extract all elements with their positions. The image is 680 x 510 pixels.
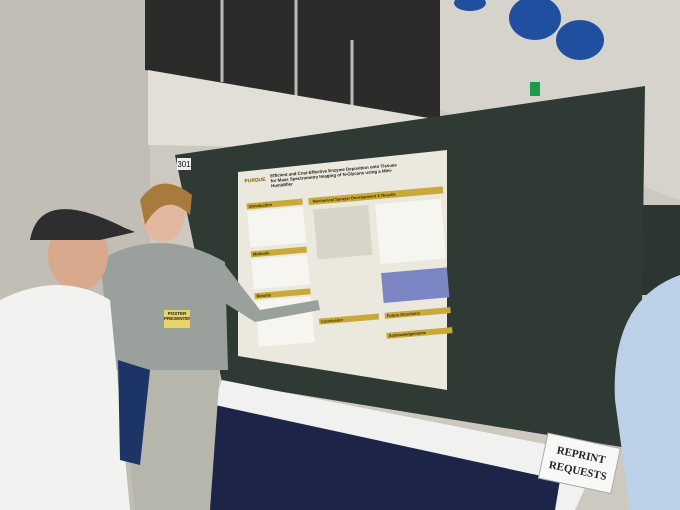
visitor-cap bbox=[30, 209, 135, 240]
text-block bbox=[251, 254, 310, 290]
duct bbox=[509, 0, 561, 40]
badge-box: POSTER PRESENTER bbox=[164, 311, 190, 321]
right-person bbox=[614, 275, 680, 510]
section-heading: Methods bbox=[253, 250, 271, 256]
section-heading: Results bbox=[256, 292, 272, 298]
logo: PURDUE bbox=[244, 177, 266, 185]
reprint-sign: REPRINT REQUESTS bbox=[537, 432, 621, 495]
section-bar bbox=[384, 307, 451, 319]
presenter-arm bbox=[220, 265, 320, 322]
board-number-card bbox=[177, 158, 191, 170]
sign-card bbox=[537, 432, 621, 495]
windows bbox=[145, 0, 440, 120]
section-heading: Future Directions bbox=[387, 310, 421, 318]
folder bbox=[118, 360, 150, 465]
exit-sign bbox=[530, 82, 540, 96]
badge-text: POSTER PRESENTER bbox=[164, 311, 190, 321]
section-bar bbox=[254, 288, 311, 300]
table-skirt bbox=[195, 405, 560, 510]
spectrum-plot bbox=[375, 198, 447, 265]
duct bbox=[454, 0, 486, 11]
section-bar bbox=[246, 198, 303, 210]
section-bar bbox=[386, 327, 453, 339]
poster-content: PURDUE Efficient and Cost-Effective Enzy… bbox=[244, 162, 453, 347]
text-block bbox=[247, 206, 307, 248]
section-bar bbox=[308, 186, 444, 206]
badge bbox=[164, 310, 190, 328]
section-heading: Acknowledgements bbox=[388, 330, 427, 338]
presenter-hair bbox=[140, 183, 192, 225]
visitor-shirt bbox=[0, 285, 130, 510]
presenter-shirt bbox=[100, 242, 228, 370]
section-bar bbox=[318, 313, 380, 325]
board-number: 301 bbox=[177, 160, 191, 169]
duct bbox=[556, 20, 604, 60]
image-grid bbox=[313, 204, 373, 260]
section-heading: Introduction bbox=[249, 202, 273, 209]
section-bar bbox=[250, 246, 308, 258]
section-heading: Conclusion bbox=[321, 317, 344, 324]
heatmap bbox=[381, 267, 450, 303]
